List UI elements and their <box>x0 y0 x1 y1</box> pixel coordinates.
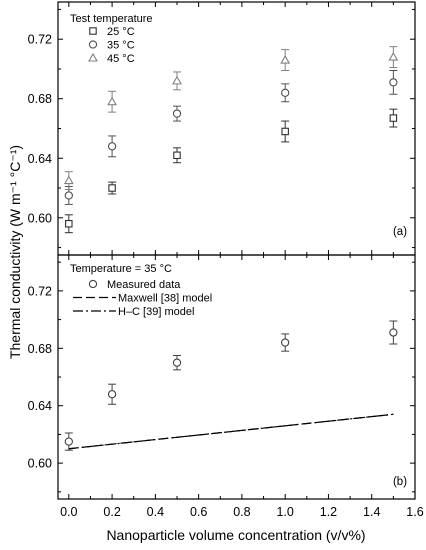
y-tick-label: 0.60 <box>28 211 52 225</box>
data-point-circle <box>281 88 290 97</box>
data-point-circle <box>389 328 398 337</box>
data-point-circle <box>281 338 290 347</box>
y-tick-label: 0.68 <box>28 342 52 356</box>
y-tick-label: 0.64 <box>28 152 52 166</box>
y-tick-label: 0.68 <box>28 92 52 106</box>
data-point-square <box>108 184 116 192</box>
legend-label: 35 °C <box>107 40 135 52</box>
x-tick-label: 0.0 <box>60 505 77 519</box>
y-tick-label: 0.64 <box>28 399 52 413</box>
legend-label: Maxwell [38] model <box>118 293 212 305</box>
data-point-triangle <box>388 51 399 61</box>
legend-label: H–C [39] model <box>118 306 194 318</box>
panel-b-label: (b) <box>393 476 407 488</box>
y-axis-label: Thermal conductivity (W m⁻¹ °C⁻¹) <box>7 145 23 359</box>
data-point-triangle <box>107 96 118 106</box>
x-tick-label: 0.2 <box>103 505 120 519</box>
panel-a: 0.60 0.64 0.68 0.72 25 °C 35 °C45 °C <box>28 2 416 255</box>
y-tick-label: 0.60 <box>28 457 52 471</box>
legend-marker-circle <box>88 40 98 49</box>
data-point-square <box>281 127 289 136</box>
data-point-circle <box>107 390 117 399</box>
panel-b: 0.60 0.64 0.68 0.72 0.0 0.2 0.4 0.6 0.8 1.0 1.2 1.4… <box>28 255 424 519</box>
legend-label: 45 °C <box>107 53 135 65</box>
x-tick-label: 1.2 <box>320 505 337 519</box>
data-point-triangle <box>63 175 74 185</box>
panel-b-frame <box>57 254 416 500</box>
model-line-dash-dot <box>68 413 394 450</box>
y-tick-label: 0.72 <box>28 33 52 47</box>
data-point-square <box>173 151 181 160</box>
data-point-circle <box>64 191 73 200</box>
legend-a-title: Test temperature <box>70 13 153 25</box>
legend-marker-circle <box>88 279 98 289</box>
legend-label: Measured data <box>107 279 181 291</box>
data-point-circle <box>172 358 182 367</box>
data-point-circle <box>107 142 117 151</box>
x-tick-label: 1.6 <box>406 505 423 519</box>
panel-a-label: (a) <box>393 226 407 238</box>
legend-marker-square <box>89 27 97 35</box>
x-tick-label: 0.4 <box>147 505 164 519</box>
data-point-circle <box>64 437 73 446</box>
legend-b-title: Temperature = 35 °C <box>70 263 172 275</box>
x-axis-label: Nanoparticle volume concentration (v/v%) <box>106 527 365 543</box>
data-point-triangle <box>280 54 291 64</box>
data-point-circle <box>172 109 182 118</box>
legend-marker-triangle <box>88 52 98 62</box>
data-point-circle <box>389 78 398 87</box>
data-point-square <box>65 219 73 228</box>
x-tick-label: 0.6 <box>190 505 207 519</box>
x-tick-label: 0.8 <box>233 505 250 519</box>
x-tick-label: 1.0 <box>276 505 293 519</box>
data-point-triangle <box>172 75 182 85</box>
x-tick-label: 1.4 <box>363 505 380 519</box>
data-point-square <box>389 114 398 122</box>
y-tick-label: 0.72 <box>28 284 52 298</box>
legend-label: 25 °C <box>107 26 135 38</box>
